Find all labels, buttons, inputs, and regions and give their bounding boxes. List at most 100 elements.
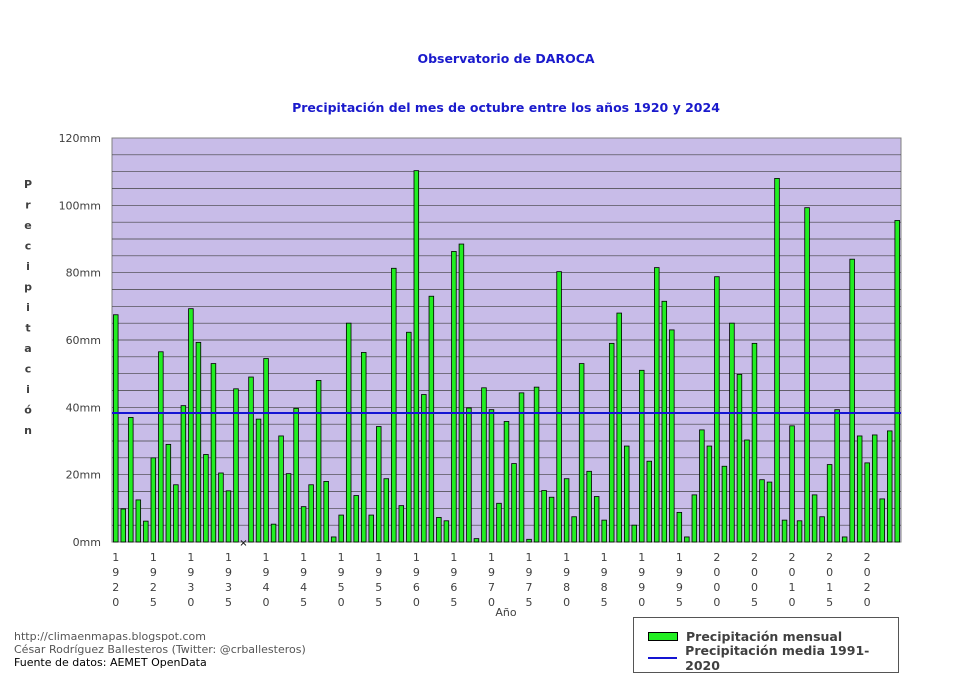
bar bbox=[398, 505, 405, 543]
svg-text:9: 9 bbox=[488, 566, 495, 579]
bar bbox=[511, 463, 517, 543]
bar bbox=[571, 516, 577, 543]
y-label-char: a bbox=[24, 342, 31, 355]
bar bbox=[135, 499, 142, 543]
svg-text:1: 1 bbox=[450, 551, 457, 564]
svg-text:9: 9 bbox=[563, 566, 570, 579]
bar bbox=[473, 538, 480, 543]
legend-label-monthly: Precipitación mensual bbox=[686, 628, 843, 644]
svg-text:9: 9 bbox=[300, 566, 307, 579]
y-tick-label: 60mm bbox=[66, 334, 101, 347]
svg-text:5: 5 bbox=[300, 596, 307, 609]
svg-text:0: 0 bbox=[263, 596, 270, 609]
bar bbox=[188, 308, 194, 543]
svg-text:1: 1 bbox=[563, 551, 570, 564]
bar bbox=[781, 519, 788, 543]
legend-item-mean: Precipitación media 1991-2020 bbox=[648, 643, 898, 673]
bar bbox=[871, 434, 878, 543]
bar bbox=[819, 516, 825, 543]
bar bbox=[616, 312, 622, 543]
svg-text:2: 2 bbox=[112, 581, 119, 594]
svg-text:0: 0 bbox=[789, 566, 796, 579]
bar bbox=[376, 426, 382, 543]
x-axis-ticks: 1920192519301935194019451950195519601965… bbox=[112, 551, 870, 609]
bar bbox=[436, 517, 442, 543]
bar bbox=[661, 300, 668, 543]
y-label-char: c bbox=[25, 363, 32, 376]
bar bbox=[345, 322, 352, 543]
svg-text:4: 4 bbox=[263, 581, 270, 594]
svg-text:1: 1 bbox=[150, 551, 157, 564]
svg-text:7: 7 bbox=[526, 581, 533, 594]
bar bbox=[879, 498, 885, 543]
bar bbox=[684, 536, 690, 543]
bar bbox=[128, 417, 134, 543]
svg-text:5: 5 bbox=[450, 596, 457, 609]
legend: Precipitación mensual Precipitación medi… bbox=[633, 617, 899, 673]
bar bbox=[804, 207, 810, 543]
bar bbox=[826, 464, 833, 543]
bar bbox=[165, 443, 172, 543]
svg-text:0: 0 bbox=[563, 596, 570, 609]
bar bbox=[669, 329, 675, 543]
credits: http://climaenmapas.blogspot.com César R… bbox=[14, 630, 306, 669]
y-label-char: e bbox=[24, 219, 31, 232]
svg-text:1: 1 bbox=[112, 551, 119, 564]
svg-text:0: 0 bbox=[751, 581, 758, 594]
svg-text:1: 1 bbox=[225, 551, 232, 564]
svg-text:3: 3 bbox=[187, 581, 194, 594]
svg-text:9: 9 bbox=[601, 566, 608, 579]
bar bbox=[323, 480, 329, 543]
bar bbox=[886, 430, 893, 543]
svg-text:9: 9 bbox=[187, 566, 194, 579]
bar bbox=[466, 407, 472, 543]
svg-text:5: 5 bbox=[601, 596, 608, 609]
svg-text:0: 0 bbox=[488, 596, 495, 609]
bar bbox=[225, 490, 232, 543]
bar bbox=[353, 495, 359, 543]
legend-item-monthly: Precipitación mensual bbox=[648, 627, 842, 645]
y-tick-label: 40mm bbox=[66, 401, 101, 414]
svg-text:5: 5 bbox=[375, 596, 382, 609]
bar bbox=[368, 514, 374, 543]
credit-author: César Rodríguez Ballesteros (Twitter: @c… bbox=[14, 643, 306, 656]
bar bbox=[593, 496, 600, 543]
bar bbox=[744, 439, 750, 543]
bar bbox=[285, 473, 292, 543]
bar bbox=[421, 394, 427, 543]
bar bbox=[774, 177, 780, 543]
bar bbox=[428, 295, 435, 543]
svg-text:0: 0 bbox=[713, 581, 720, 594]
bar bbox=[113, 314, 119, 543]
svg-text:5: 5 bbox=[375, 581, 382, 594]
bar bbox=[811, 494, 818, 543]
bar bbox=[278, 435, 284, 543]
y-label-char: i bbox=[26, 383, 30, 396]
y-axis-label: Precipitación bbox=[24, 178, 32, 437]
bar bbox=[406, 331, 412, 543]
svg-text:2: 2 bbox=[751, 551, 758, 564]
bar bbox=[173, 484, 179, 543]
bar bbox=[796, 520, 803, 543]
bar bbox=[721, 465, 728, 543]
bar bbox=[736, 373, 743, 543]
bar bbox=[699, 429, 705, 543]
credit-blog[interactable]: http://climaenmapas.blogspot.com bbox=[14, 630, 206, 643]
bar bbox=[180, 405, 187, 543]
svg-text:9: 9 bbox=[676, 581, 683, 594]
credit-source: Fuente de datos: AEMET OpenData bbox=[14, 656, 207, 669]
bars: × bbox=[113, 170, 900, 549]
svg-text:0: 0 bbox=[864, 596, 871, 609]
bar bbox=[330, 536, 337, 543]
legend-swatch-bar bbox=[648, 631, 678, 641]
svg-text:1: 1 bbox=[187, 551, 194, 564]
bar bbox=[248, 376, 254, 543]
bar bbox=[849, 258, 855, 543]
y-tick-label: 80mm bbox=[66, 267, 101, 280]
